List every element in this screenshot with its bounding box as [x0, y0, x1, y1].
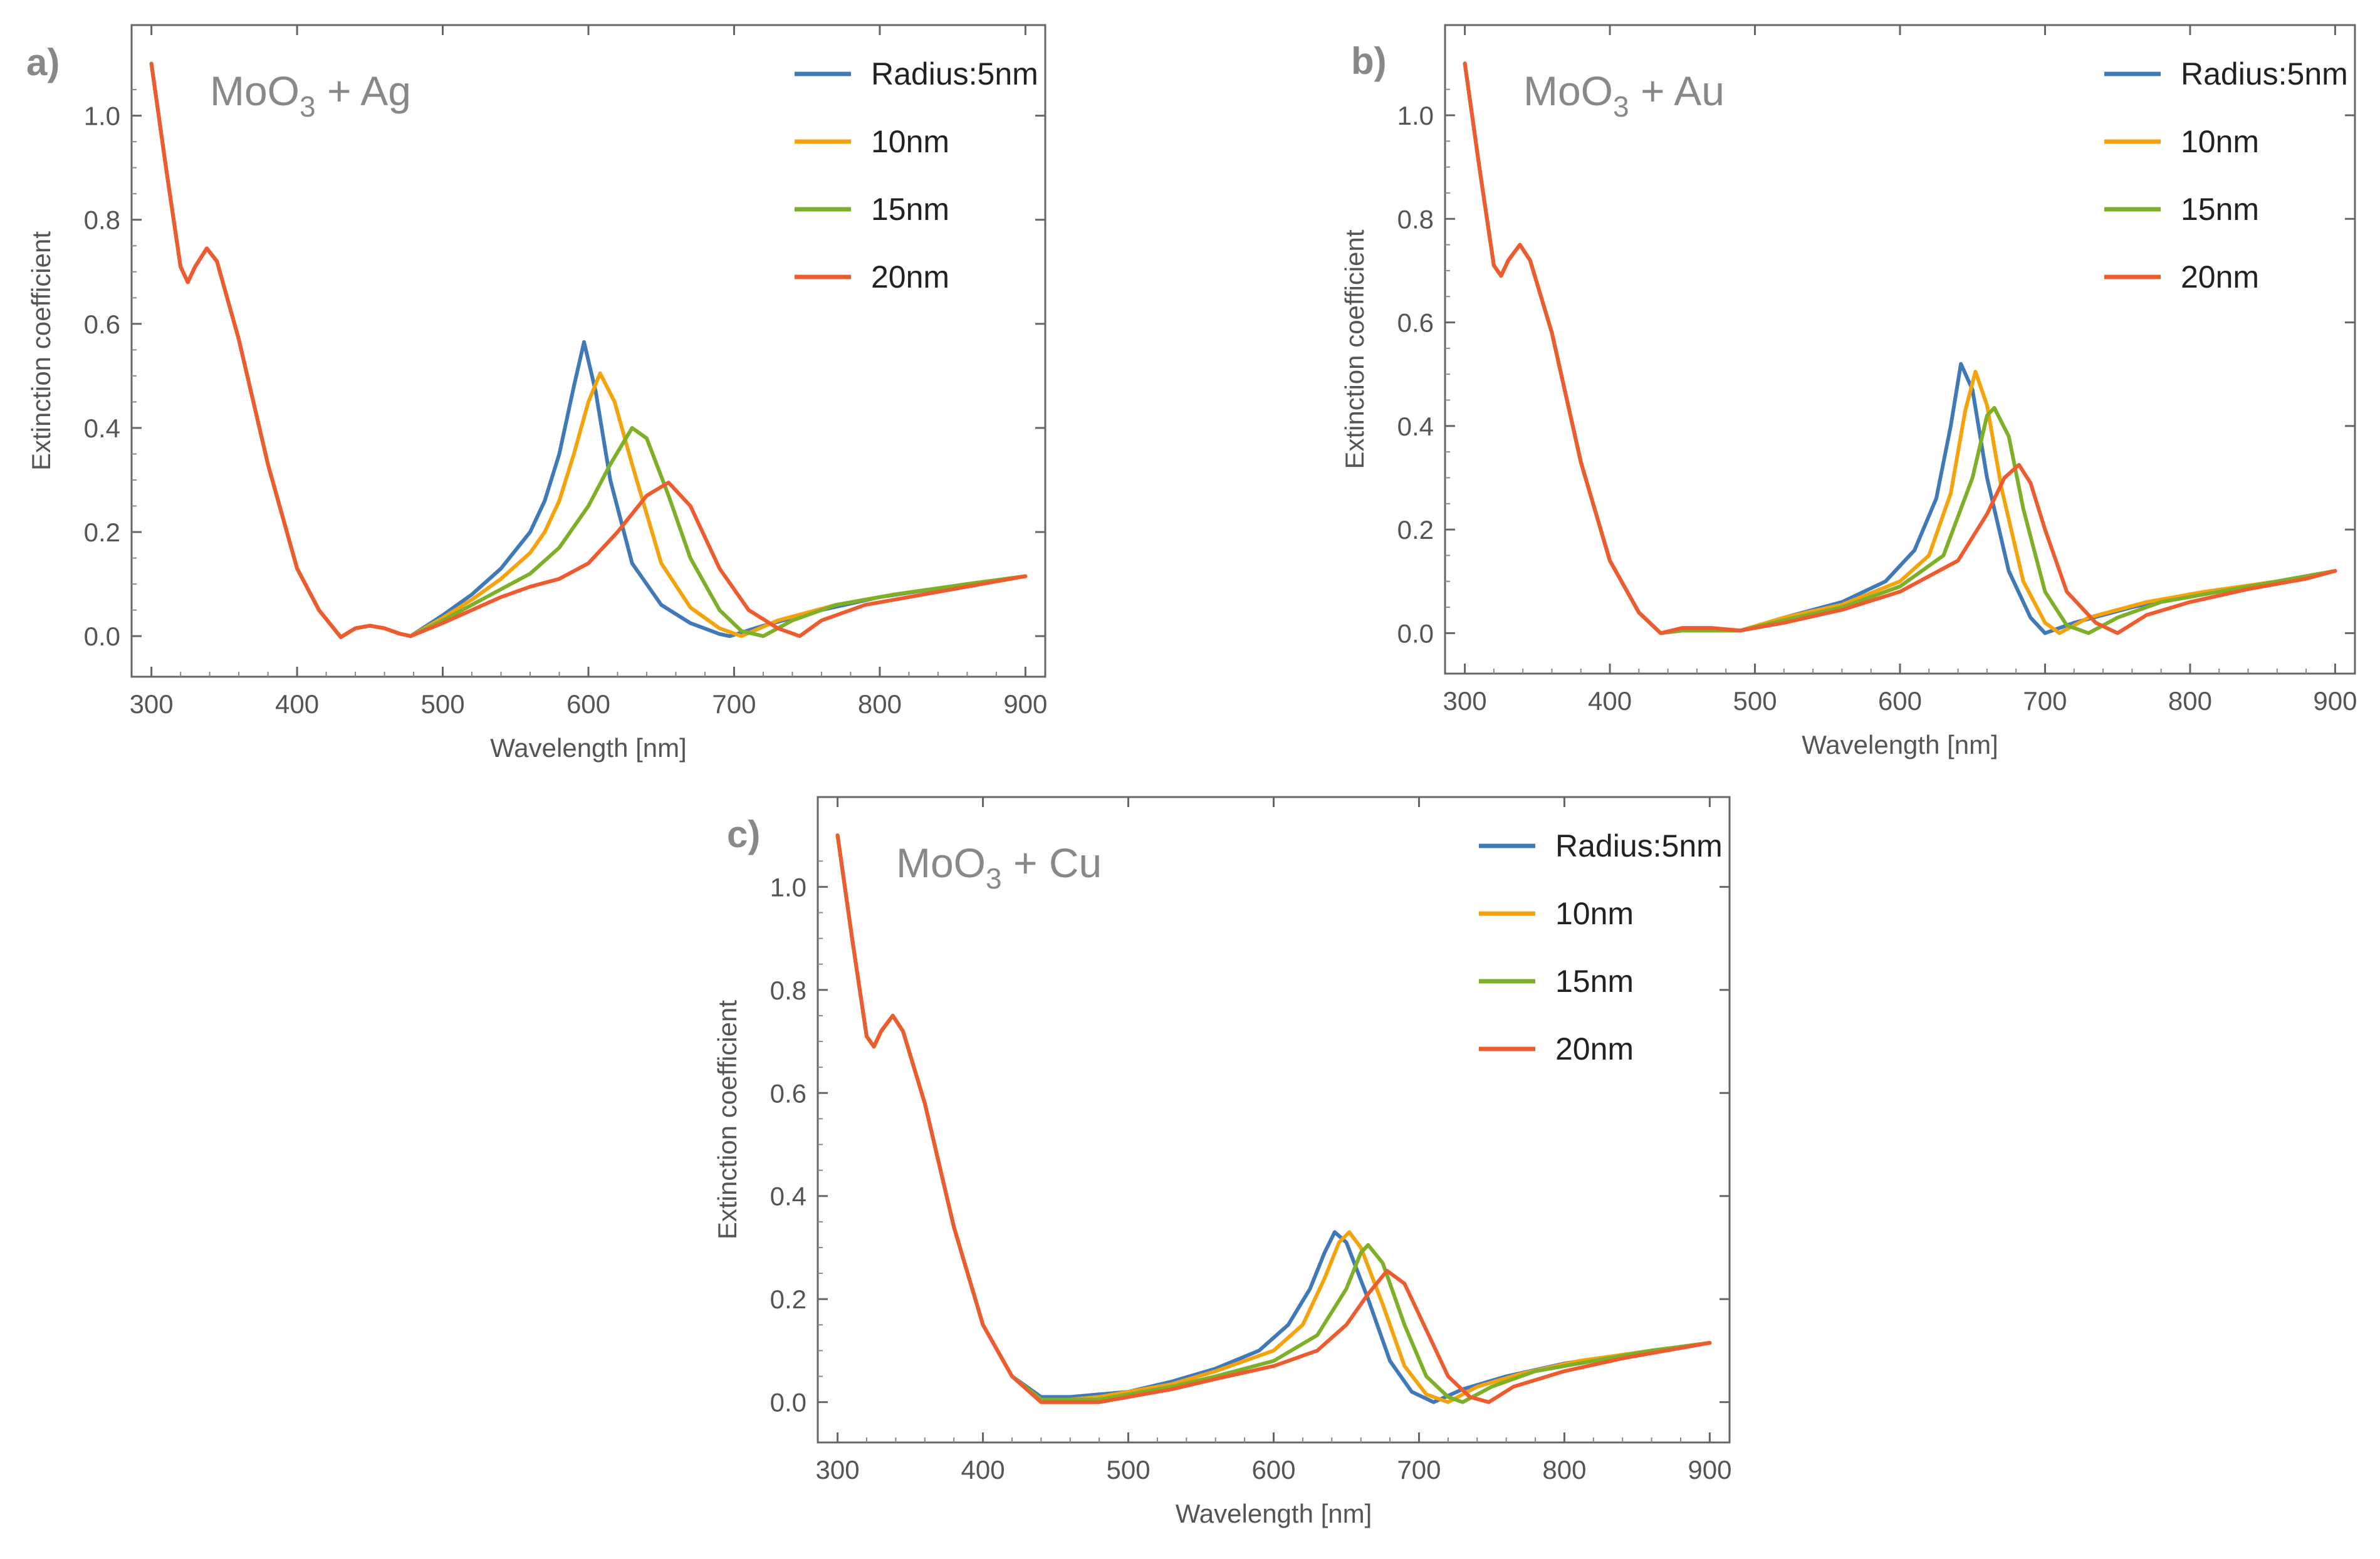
y-tick-label: 0.2: [770, 1285, 806, 1314]
x-tick-label: 500: [1733, 686, 1777, 716]
y-tick-label: 1.0: [84, 102, 120, 131]
chart-panel-1: 300 400 500 600 700 800 900 0.0 0.2 0.4 0.6 0.8 1.0 W…: [26, 24, 1047, 763]
legend-label: 10nm: [871, 124, 949, 159]
x-tick-label: 400: [1588, 686, 1632, 716]
y-tick-label: 0.6: [84, 310, 120, 339]
x-tick-label: 800: [2168, 686, 2212, 716]
legend-label: 20nm: [1555, 1031, 1634, 1066]
y-tick-label: 0.6: [1397, 308, 1434, 338]
chart-title: MoO3 + Cu: [896, 840, 1102, 895]
legend-label: 10nm: [2181, 124, 2259, 159]
legend-label: 15nm: [1555, 964, 1634, 999]
y-tick-label: 0.2: [84, 518, 120, 547]
y-tick-label: 0.4: [770, 1182, 806, 1211]
chart-title-rest: + Au: [1629, 68, 1725, 114]
chart-title-subscript: 3: [300, 90, 316, 123]
y-tick-label: 0.0: [770, 1388, 806, 1417]
x-axis-label: Wavelength [nm]: [1176, 1499, 1372, 1528]
legend-label: 10nm: [1555, 896, 1634, 931]
x-tick-label: 800: [1542, 1455, 1586, 1484]
chart-title: MoO3 + Ag: [210, 68, 411, 123]
x-axis-label: Wavelength [nm]: [490, 733, 687, 763]
legend-label: Radius:5nm: [1555, 828, 1723, 863]
y-tick-label: 0.4: [84, 414, 120, 443]
y-tick-label: 0.8: [84, 206, 120, 235]
x-tick-label: 900: [1003, 689, 1047, 719]
y-tick-label: 0.8: [1397, 204, 1434, 234]
x-tick-label: 400: [275, 689, 319, 719]
chart-title-base: MoO: [896, 840, 986, 886]
series-line-4: [1463, 61, 2337, 635]
legend-label: 15nm: [871, 192, 949, 227]
chart-title-rest: + Ag: [316, 68, 411, 114]
y-tick-label: 0.2: [1397, 515, 1434, 545]
chart-panel-3: 300 400 500 600 700 800 900 0.0 0.2 0.4 0.6 0.8 1.0 W…: [712, 796, 1731, 1528]
panel-label: b): [1351, 40, 1387, 82]
y-tick-label: 0.8: [770, 976, 806, 1005]
y-tick-label: 0.6: [770, 1078, 806, 1108]
x-tick-label: 300: [1443, 686, 1487, 716]
x-tick-label: 300: [130, 689, 174, 719]
x-tick-label: 700: [2023, 686, 2067, 716]
x-tick-label: 300: [816, 1455, 860, 1484]
series-line-4: [149, 61, 1028, 639]
x-tick-label: 500: [421, 689, 465, 719]
chart-title-rest: + Cu: [1002, 840, 1102, 886]
y-tick-label: 1.0: [770, 872, 806, 902]
legend-label: Radius:5nm: [871, 56, 1038, 91]
y-axis-label: Extinction coefficient: [712, 1000, 742, 1239]
x-tick-label: 400: [961, 1455, 1005, 1484]
legend-label: 15nm: [2181, 192, 2259, 227]
x-tick-label: 900: [2313, 686, 2357, 716]
x-tick-label: 800: [858, 689, 902, 719]
panel-label: c): [727, 813, 760, 855]
x-tick-label: 700: [1397, 1455, 1441, 1484]
chart-title: MoO3 + Au: [1523, 68, 1725, 123]
x-tick-label: 500: [1106, 1455, 1150, 1484]
series-line-4: [835, 833, 1712, 1404]
chart-title-subscript: 3: [986, 862, 1002, 895]
x-tick-label: 600: [566, 689, 610, 719]
chart-panel-2: 300 400 500 600 700 800 900 0.0 0.2 0.4 0.6 0.8 1.0 W…: [1340, 24, 2357, 759]
y-axis-label: Extinction coefficient: [26, 231, 56, 471]
y-tick-label: 1.0: [1397, 101, 1434, 130]
legend-label: Radius:5nm: [2181, 56, 2348, 91]
y-axis-label: Extinction coefficient: [1340, 229, 1369, 469]
y-tick-label: 0.4: [1397, 412, 1434, 441]
x-tick-label: 900: [1688, 1455, 1731, 1484]
x-tick-label: 600: [1251, 1455, 1295, 1484]
x-tick-label: 700: [712, 689, 756, 719]
chart-title-base: MoO: [1523, 68, 1613, 114]
chart-title-base: MoO: [210, 68, 300, 114]
y-tick-label: 0.0: [84, 622, 120, 651]
x-axis-label: Wavelength [nm]: [1802, 730, 1998, 759]
x-tick-label: 600: [1878, 686, 1922, 716]
panel-label: a): [26, 41, 60, 83]
y-tick-label: 0.0: [1397, 618, 1434, 648]
legend-label: 20nm: [871, 259, 949, 295]
chart-title-subscript: 3: [1613, 90, 1629, 123]
legend-label: 20nm: [2181, 259, 2259, 295]
